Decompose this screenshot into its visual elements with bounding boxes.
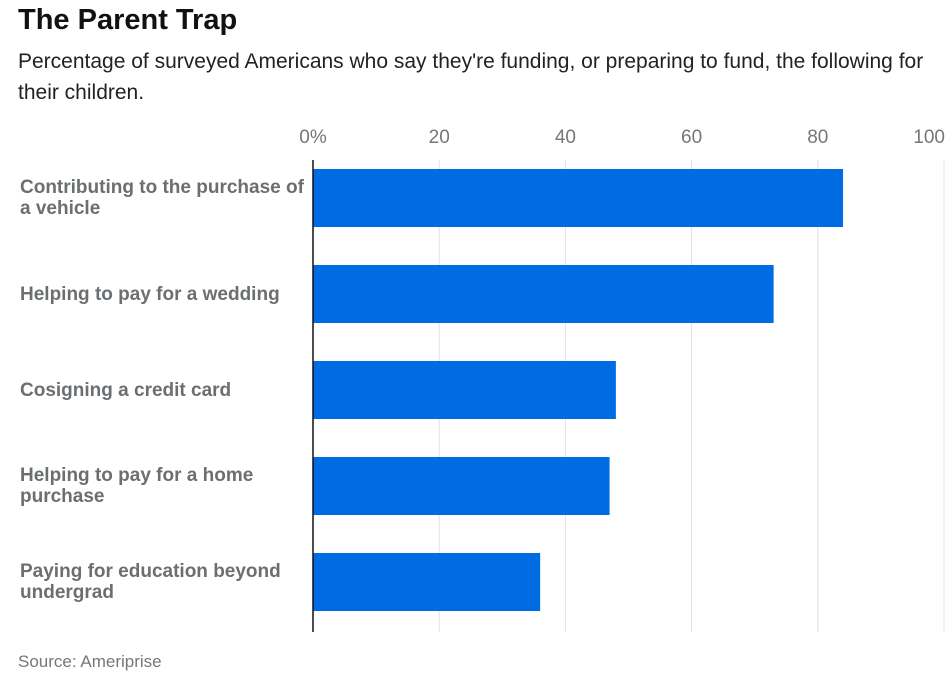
bar bbox=[313, 265, 774, 323]
bar bbox=[313, 361, 616, 419]
chart-subtitle: Percentage of surveyed Americans who say… bbox=[18, 50, 924, 104]
x-tick-label: 0% bbox=[299, 127, 327, 148]
source-note: Source: Ameriprise bbox=[18, 652, 162, 671]
category-label: Helping to pay for a home purchase bbox=[20, 465, 254, 507]
chart-title: The Parent Trap bbox=[18, 4, 238, 36]
bar bbox=[313, 457, 610, 515]
category-label: Paying for education beyond undergrad bbox=[20, 561, 281, 603]
x-tick-label: 60 bbox=[681, 127, 702, 148]
x-tick-label: 80 bbox=[807, 127, 828, 148]
category-label: Cosigning a credit card bbox=[20, 379, 232, 401]
category-label: Helping to pay for a wedding bbox=[20, 283, 280, 305]
x-tick-label: 40 bbox=[555, 127, 576, 148]
x-tick-label: 100 bbox=[913, 127, 945, 148]
category-label: Contributing to the purchase of a vehicl… bbox=[20, 177, 304, 219]
bar bbox=[313, 553, 541, 611]
x-tick-label: 20 bbox=[429, 127, 450, 148]
bar bbox=[313, 169, 844, 227]
